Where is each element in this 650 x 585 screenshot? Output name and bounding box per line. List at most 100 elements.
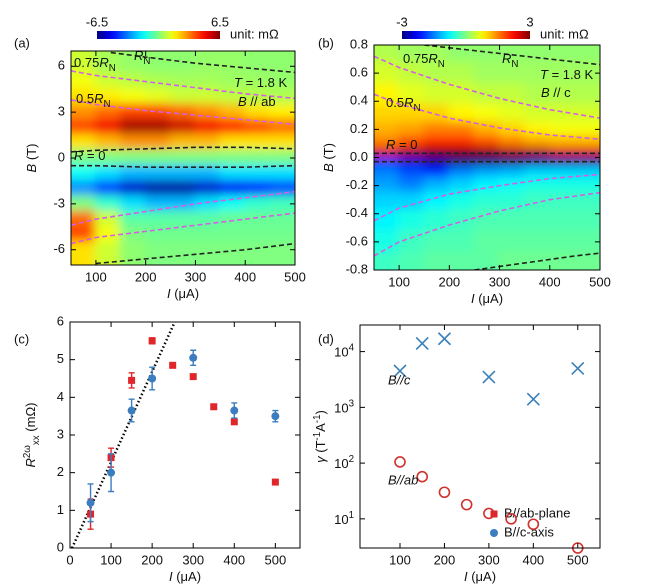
heatmap-cell: [448, 165, 476, 180]
y-axis-label: γ (T-1A-1): [312, 410, 329, 463]
heatmap-cell: [498, 103, 526, 124]
heatmap-cell: [448, 209, 476, 233]
heatmap-cell: [219, 225, 247, 244]
text-part: N: [511, 59, 518, 70]
heatmap-cell: [194, 88, 222, 106]
heatmap-cell: [374, 209, 401, 233]
heatmap-cell: [548, 82, 576, 106]
heatmap-cell: [71, 51, 97, 75]
text-part: N: [143, 56, 150, 67]
point: [415, 336, 429, 351]
heatmap-cell: [423, 103, 451, 124]
point: [86, 498, 95, 507]
heatmap-cell: [498, 230, 526, 254]
heatmap-cells: [374, 45, 600, 270]
heatmap-cell: [473, 45, 501, 64]
heatmap-cell: [119, 179, 147, 198]
tick-exp: 4: [349, 342, 355, 353]
heatmap-cell: [71, 164, 97, 182]
heatmap-cell: [219, 149, 247, 167]
heatmap-cell: [144, 72, 172, 91]
heatmap-cell: [219, 210, 247, 228]
fit-line: [70, 322, 176, 548]
text-part: -1: [312, 414, 323, 423]
heatmap-cell: [423, 61, 451, 85]
point: [437, 332, 452, 346]
heatmap-cell: [398, 251, 426, 270]
heatmap-cell: [448, 177, 476, 194]
colorbar-tick-label: 3: [526, 14, 533, 29]
heatmap-cell: [119, 72, 147, 91]
tick-exp: 1: [349, 509, 354, 520]
x-tick-label: 100: [85, 269, 107, 284]
text-part: B: [24, 163, 39, 172]
heatmap-cell: [423, 82, 451, 106]
heatmap-cell: [473, 209, 501, 233]
heatmap-cell: [374, 177, 401, 194]
y-tick-label: 101: [334, 509, 354, 527]
x-axis-label: I (μA): [471, 291, 503, 306]
colorbar-label: unit: mΩ: [540, 26, 589, 41]
heatmap-cell: [219, 179, 247, 198]
x-tick-label: 500: [265, 552, 287, 567]
heatmap-cell: [269, 195, 295, 213]
heatmap-cell: [398, 61, 426, 85]
contour-line: [71, 70, 295, 100]
heatmap-cell: [573, 191, 600, 212]
contour-line: [71, 212, 295, 245]
fit: [70, 322, 176, 548]
heatmap-cell: [119, 225, 147, 244]
y-tick-label: 6: [58, 58, 65, 73]
y-tick-label: 0.2: [350, 121, 368, 136]
heatmap-cell: [523, 191, 551, 212]
heatmap-cell: [169, 118, 197, 137]
heatmap-cell: [269, 210, 295, 228]
y-tick-label: -3: [53, 195, 65, 210]
heatmap-cell: [473, 135, 501, 150]
heatmap-cell: [573, 230, 600, 254]
heatmap-cell: [119, 103, 147, 121]
heatmap-cell: [498, 61, 526, 85]
contour-line: [374, 173, 600, 222]
contour-line: [71, 146, 295, 153]
heatmap-cell: [523, 121, 551, 138]
heatmap-cell: [119, 195, 147, 213]
y-tick-label: 0.6: [350, 65, 368, 80]
heatmap-cell: [374, 103, 401, 124]
y-tick-label: 0.8: [350, 36, 368, 51]
point: [169, 361, 177, 369]
heatmap-cell: [374, 121, 401, 138]
heatmap-cell: [398, 177, 426, 194]
text-part: = 0: [83, 148, 105, 163]
heatmap-cell: [244, 103, 272, 121]
heatmap-cell: [71, 118, 97, 137]
heatmap-cell: [71, 149, 97, 167]
heatmap-cell: [219, 241, 247, 265]
text-part: N: [109, 63, 116, 74]
heatmap-cell: [169, 149, 197, 167]
heatmap-cell: [169, 164, 197, 182]
heatmap-cell: [71, 88, 97, 106]
x-tick-label: 100: [389, 552, 411, 567]
tick-base: 10: [334, 457, 348, 472]
heatmap-cell: [374, 230, 401, 254]
heatmap-cell: [71, 179, 97, 198]
y-tick-label: 1: [57, 502, 64, 517]
heatmap-cell: [548, 135, 576, 150]
heatmap-cell: [473, 82, 501, 106]
y-tick-label: 2: [57, 464, 64, 479]
text-part: = 1.8 K: [548, 67, 593, 82]
panel-label: (d): [318, 331, 334, 346]
x-tick-label: 300: [489, 274, 511, 289]
y-axis-label: B (T): [24, 144, 39, 173]
heatmap-cell: [169, 241, 197, 265]
text-part: R: [428, 51, 437, 66]
heatmap-cell: [498, 135, 526, 150]
text-part: ): [313, 410, 328, 414]
heatmap-cell: [374, 45, 401, 64]
heatmap-cell: [144, 103, 172, 121]
annotation: 0.5RN: [386, 95, 421, 113]
heatmap-cell: [448, 121, 476, 138]
heatmap-cell: [573, 82, 600, 106]
x-tick-label: 200: [438, 274, 460, 289]
